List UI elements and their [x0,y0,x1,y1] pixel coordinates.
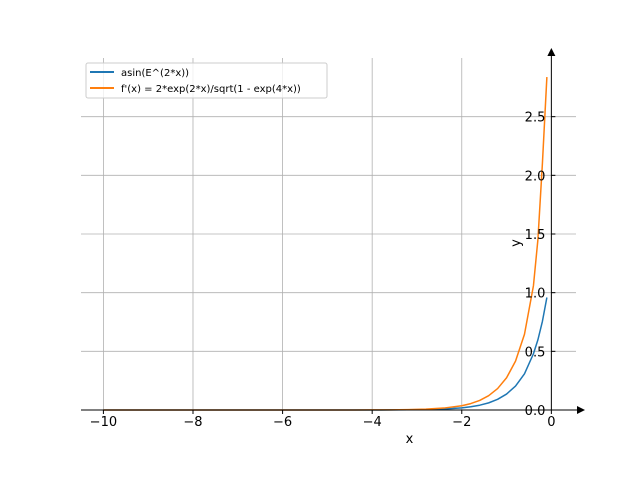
y-tick-label: 1.0 [525,287,546,302]
x-axis-label: x [406,432,414,447]
y-tick-label: 0.5 [525,345,546,360]
x-tick-label: −8 [183,415,202,430]
legend: asin(E^(2*x)) f'(x) = 2*exp(2*x)/sqrt(1 … [85,62,328,99]
x-tick-label: −2 [452,415,471,430]
axes [81,48,585,414]
x-tick-label: 0 [547,415,555,430]
y-axis-arrow [547,48,556,56]
grid [81,58,576,410]
ticks: −10 −8 −6 −4 −2 00.0 0.5 1.0 1.5 2.0 2.5 [90,111,556,430]
y-axis-label: y [509,239,524,247]
legend-label-series-2: f'(x) = 2*exp(2*x)/sqrt(1 - exp(4*x)) [121,84,301,95]
x-tick-label: −4 [363,415,382,430]
y-tick-label: 2.5 [525,111,546,126]
legend-box [85,62,328,99]
y-tick-label: 2.0 [525,169,546,184]
legend-label-series-1: asin(E^(2*x)) [121,68,189,79]
x-tick-label: −10 [90,415,117,430]
y-tick-label: 1.5 [525,228,546,243]
x-tick-label: −6 [273,415,292,430]
x-axis-arrow [577,406,585,414]
y-tick-label: 0.0 [525,404,546,419]
